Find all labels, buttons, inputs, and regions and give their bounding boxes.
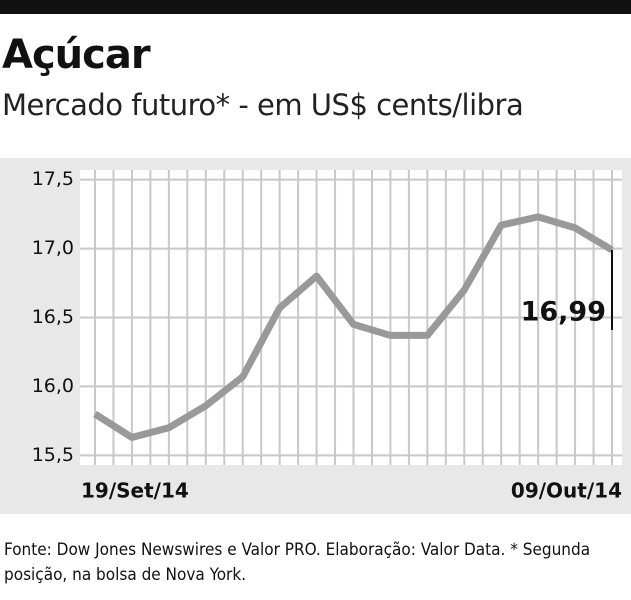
y-tick-label: 15,5: [32, 444, 74, 466]
x-tick-label: 09/Out/14: [511, 479, 622, 503]
chart: Açúcar Mercado futuro* - em US$ cents/li…: [0, 0, 631, 514]
value-label: 16,99: [521, 296, 606, 327]
y-tick-label: 16,5: [32, 306, 74, 328]
y-tick-label: 16,0: [32, 375, 74, 397]
data-line: [93, 213, 614, 441]
y-tick-label: 17,0: [32, 237, 74, 259]
chart-subtitle: Mercado futuro* - em US$ cents/libra: [2, 88, 523, 122]
x-tick-label: 19/Set/14: [81, 479, 189, 503]
source-note: Fonte: Dow Jones Newswires e Valor PRO. …: [4, 540, 591, 585]
y-tick-label: 17,5: [32, 168, 74, 190]
chart-title: Açúcar: [2, 32, 151, 78]
top-bar: [0, 0, 631, 14]
